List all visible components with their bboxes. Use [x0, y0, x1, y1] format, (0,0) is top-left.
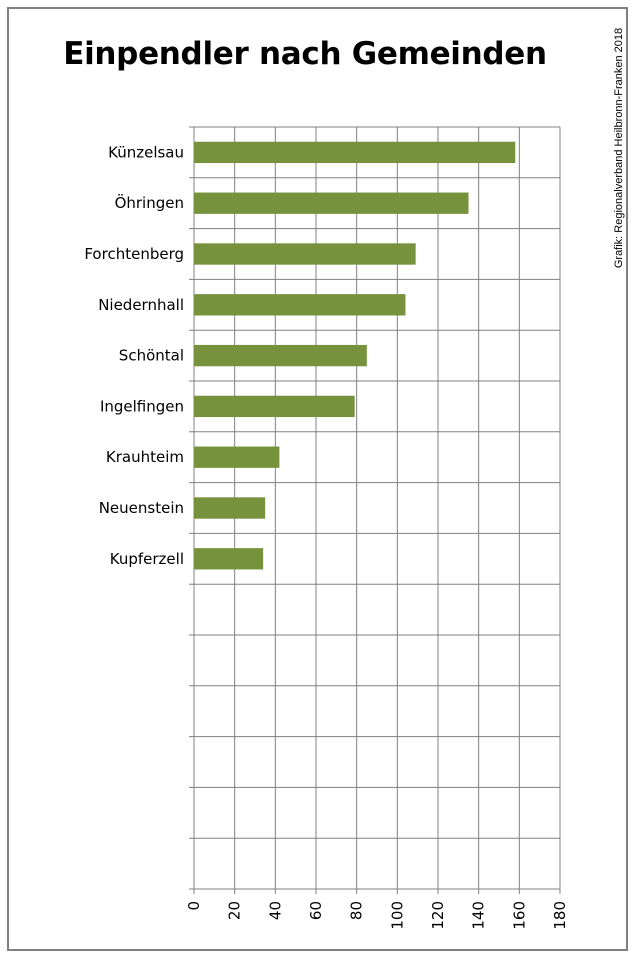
bar: [194, 344, 367, 367]
category-label: Schöntal: [119, 347, 184, 365]
x-tick-label: 140: [470, 901, 488, 930]
x-tick-label: 80: [348, 901, 366, 920]
x-tick-label: 120: [429, 901, 447, 930]
bar: [194, 395, 355, 418]
category-label: Öhringen: [115, 193, 184, 212]
chart-frame: [7, 7, 628, 951]
x-tick-label: 40: [266, 901, 284, 920]
category-label: Krauhteim: [106, 448, 184, 466]
category-label: Künzelsau: [108, 143, 184, 161]
x-tick-label: 60: [307, 901, 325, 920]
category-label: Ingelfingen: [100, 397, 184, 415]
bar: [194, 446, 280, 468]
x-tick-label: 180: [551, 901, 569, 930]
x-tick-label: 0: [185, 901, 203, 911]
category-label: Neuenstein: [99, 499, 184, 517]
bar: [194, 497, 266, 519]
x-tick-label: 160: [510, 901, 528, 930]
bar: [194, 243, 416, 265]
category-label: Niedernhall: [98, 296, 184, 314]
category-label: Kupferzell: [110, 550, 184, 568]
bar: [194, 192, 469, 214]
bar: [194, 141, 516, 164]
x-tick-label: 20: [226, 901, 244, 920]
chart-title: Einpendler nach Gemeinden: [63, 36, 547, 72]
bar: [194, 548, 264, 570]
category-label: Forchtenberg: [84, 245, 184, 263]
x-tick-label: 100: [388, 901, 406, 930]
bar: [194, 294, 406, 316]
